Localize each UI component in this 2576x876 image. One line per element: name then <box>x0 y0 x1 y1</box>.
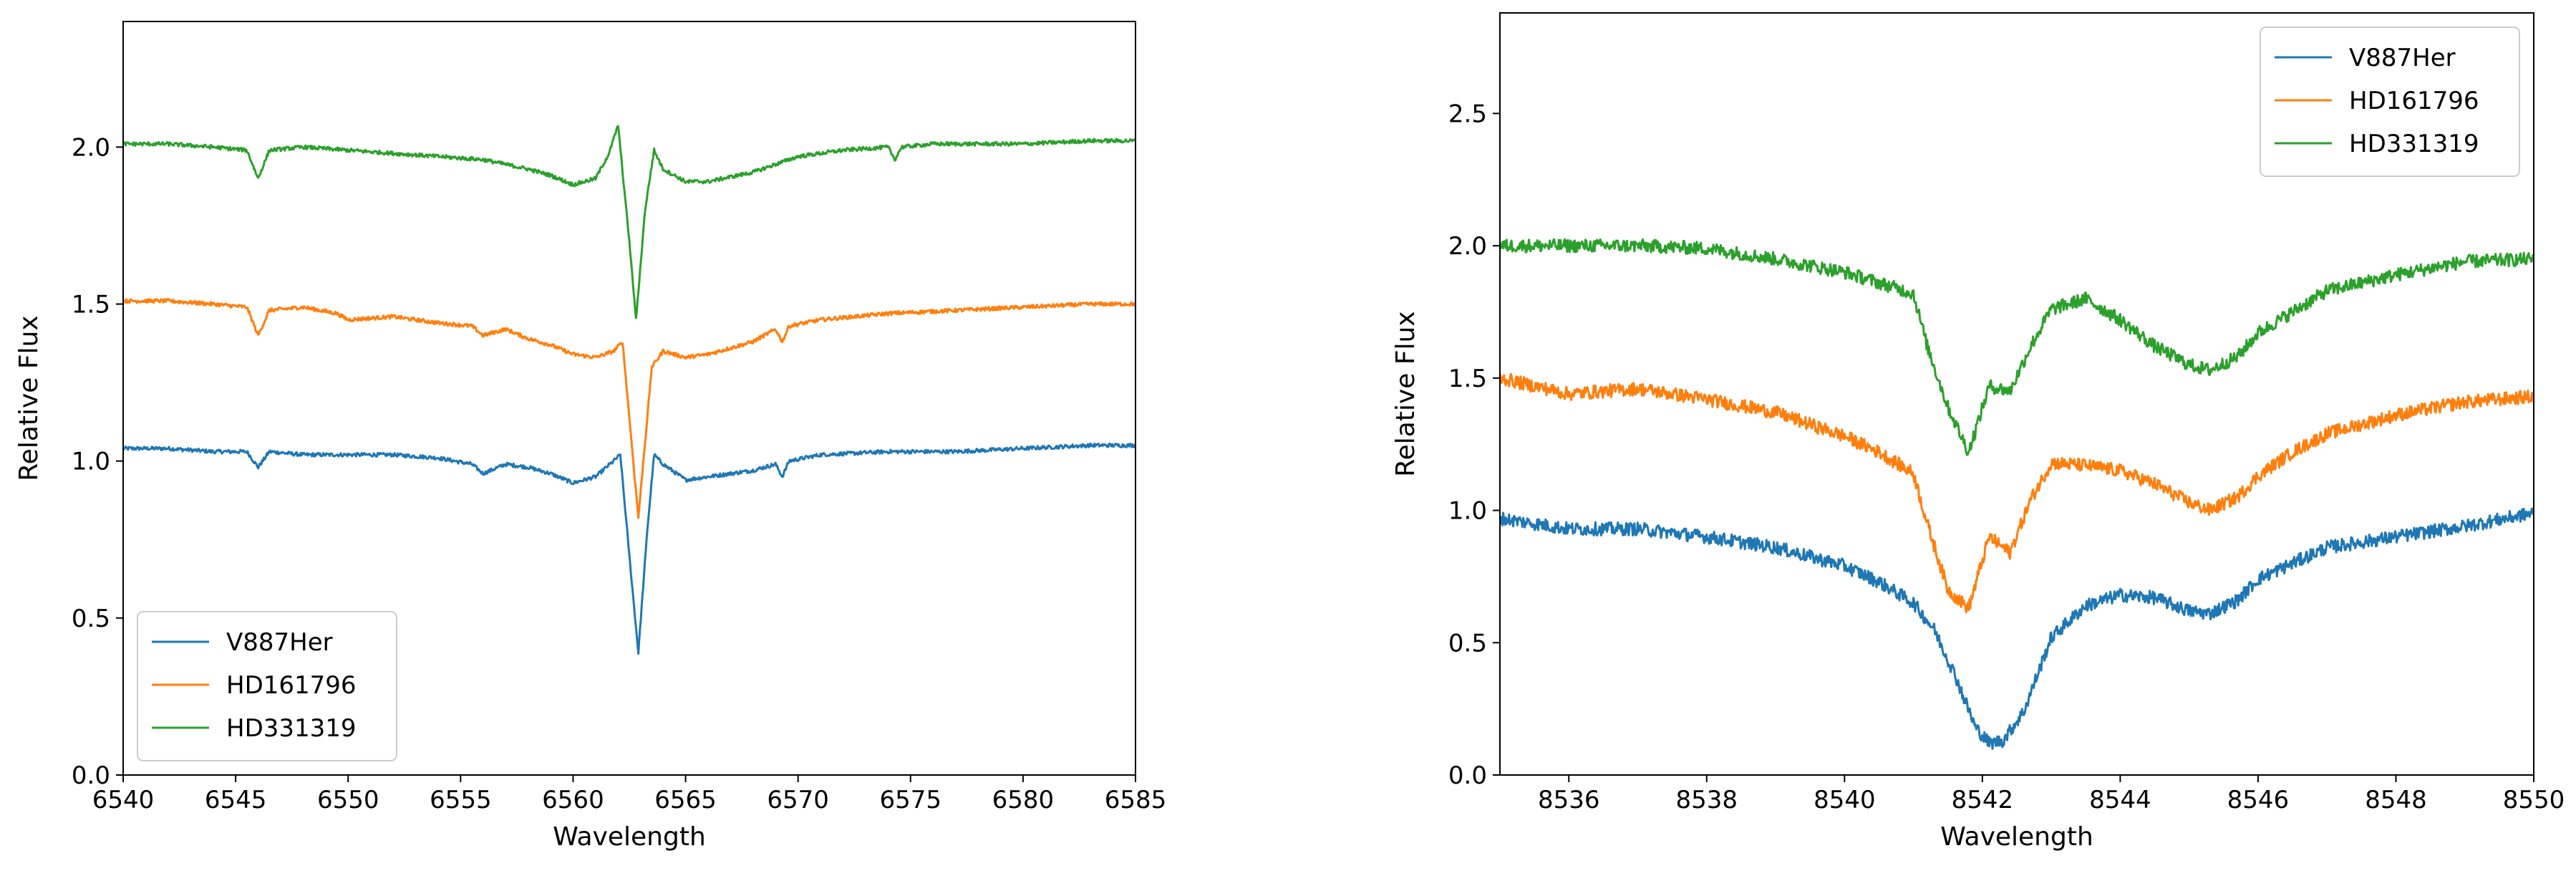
y-tick-label: 1.0 <box>72 448 110 476</box>
y-tick-label: 1.0 <box>1448 497 1487 526</box>
x-tick-label: 6555 <box>430 786 492 814</box>
y-tick-label: 0.5 <box>72 605 110 633</box>
x-tick-label: 6545 <box>205 786 267 814</box>
x-axis-label: Wavelength <box>1940 822 2093 852</box>
y-tick-label: 0.0 <box>72 761 110 790</box>
x-tick-label: 8536 <box>1538 786 1600 814</box>
y-tick-label: 0.5 <box>1448 629 1487 658</box>
y-tick-label: 2.0 <box>1448 232 1487 261</box>
x-tick-label: 8550 <box>2503 786 2565 814</box>
x-tick-label: 6550 <box>317 786 379 814</box>
x-tick-label: 6580 <box>992 786 1055 814</box>
plot-frame <box>1499 12 2534 776</box>
legend-label-HD161796: HD161796 <box>226 671 357 700</box>
x-tick-label: 8548 <box>2365 786 2427 814</box>
x-tick-label: 6540 <box>92 786 155 814</box>
series-line-HD331319 <box>1500 238 2534 456</box>
y-tick-label: 1.5 <box>1448 365 1487 393</box>
y-tick-label: 1.5 <box>72 291 110 319</box>
x-tick-label: 8546 <box>2227 786 2290 814</box>
x-tick-label: 8540 <box>1814 786 1876 814</box>
legend-label-V887Her: V887Her <box>226 628 333 657</box>
chart-2: 8536 8538 8540 8542 8544 8546 8548 8550 0.0 0.5 1.… <box>1391 12 2565 852</box>
legend-label-V887Her: V887Her <box>2349 44 2456 72</box>
legend: V887Her HD161796 HD331319 <box>137 611 397 761</box>
x-tick-label: 8544 <box>2089 786 2151 814</box>
y-tick-label: 2.0 <box>72 133 110 162</box>
legend-box <box>137 611 397 761</box>
legend-label-HD161796: HD161796 <box>2349 87 2479 115</box>
x-tick-label: 8538 <box>1676 786 1738 814</box>
x-tick-label: 8542 <box>1952 786 2014 814</box>
series-line-HD161796 <box>1500 372 2534 614</box>
x-tick-label: 6585 <box>1105 786 1167 814</box>
y-axis-label: Relative Flux <box>1391 311 1420 476</box>
x-tick-label: 6575 <box>880 786 942 814</box>
chart-1: 6540 6545 6550 6555 6560 6565 6570 6575 6580 6585… <box>14 21 1166 852</box>
legend: V887Her HD161796 HD331319 <box>2260 27 2520 177</box>
y-axis-label: Relative Flux <box>14 315 44 481</box>
series-line-HD161796 <box>123 298 1136 519</box>
legend-label-HD331319: HD331319 <box>226 714 357 743</box>
plot-frame <box>122 21 1136 776</box>
y-tick-label: 0.0 <box>1448 761 1487 790</box>
series-line-V887Her <box>1500 507 2534 750</box>
x-axis-label: Wavelength <box>553 822 706 852</box>
series-line-V887Her <box>123 442 1136 655</box>
legend-box <box>2260 27 2520 177</box>
y-tick-label: 2.5 <box>1448 100 1487 128</box>
series-line-HD331319 <box>123 125 1136 319</box>
x-tick-label: 6570 <box>767 786 829 814</box>
legend-label-HD331319: HD331319 <box>2349 130 2479 158</box>
x-tick-label: 6565 <box>654 786 717 814</box>
x-tick-label: 6560 <box>542 786 604 814</box>
